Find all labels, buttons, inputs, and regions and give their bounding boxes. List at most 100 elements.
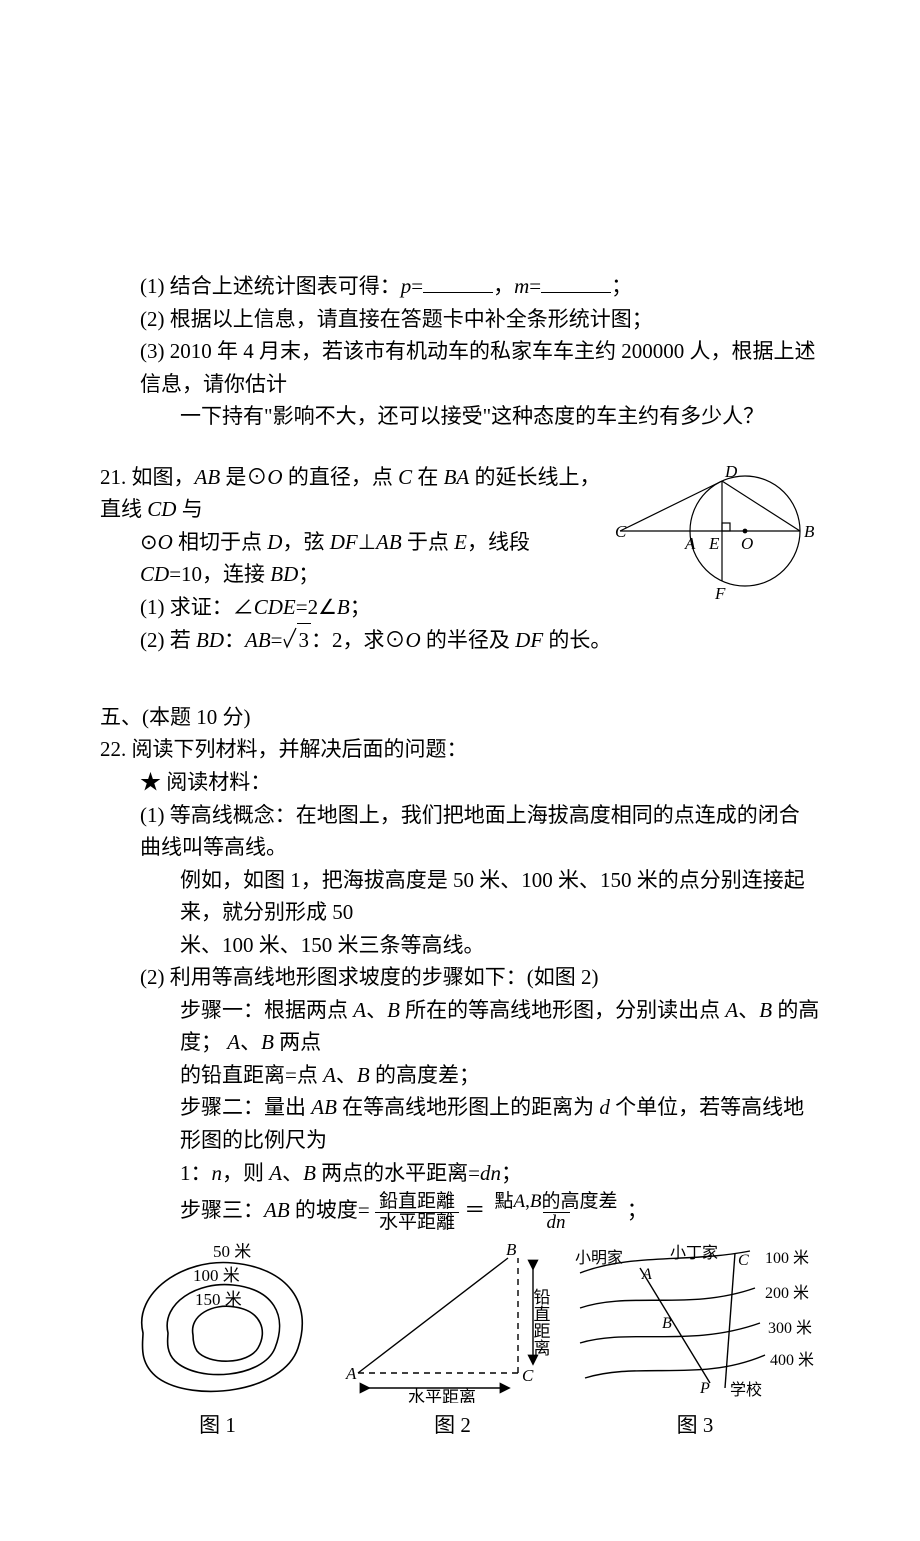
t: =10，连接: [169, 562, 270, 586]
t: ，: [493, 274, 514, 298]
t: 步骤二：量出: [180, 1095, 311, 1119]
d: d: [599, 1095, 610, 1119]
eq: ＝: [464, 1198, 485, 1222]
BD: BD: [270, 562, 298, 586]
AB: AB: [195, 465, 221, 489]
AB: AB: [311, 1095, 337, 1119]
O: O: [406, 628, 421, 652]
t: ：2，求⊙: [311, 628, 406, 652]
AB: AB: [245, 628, 271, 652]
contour-diagram: 50 米 100 米 150 米: [113, 1243, 323, 1403]
q22-p1c: 米、100 米、150 米三条等高线。: [100, 929, 820, 962]
BA: BA: [444, 465, 470, 489]
fig1: 50 米 100 米 150 米 图 1: [100, 1243, 335, 1442]
AB: AB: [264, 1198, 290, 1222]
B: B: [337, 595, 350, 619]
t: 是⊙: [220, 465, 267, 489]
A: A: [269, 1161, 282, 1185]
fraction-2: 點A,B的高度差 dn: [491, 1192, 622, 1233]
lbl-100: 100 米: [193, 1266, 240, 1285]
A: A: [725, 998, 738, 1022]
t: 、: [240, 1030, 261, 1054]
t: (1) 结合上述统计图表可得：: [140, 274, 401, 298]
q22-p1: (1) 等高线概念：在地图上，我们把地面上海拔高度相同的点连成的闭合曲线叫等高线…: [100, 799, 820, 864]
BD: BD: [196, 628, 224, 652]
t: 的高度差: [542, 1191, 618, 1212]
m: m: [514, 274, 529, 298]
lbl-A: A: [684, 534, 696, 553]
t: ：: [224, 628, 245, 652]
t: 所在的等高线地形图，分别读出点: [400, 998, 726, 1022]
lbl-O: O: [741, 534, 753, 553]
q22-s3: 步骤三：AB 的坡度= 鉛直距離 水平距離 ＝ 點A,B的高度差 dn ；: [100, 1189, 820, 1233]
t: 步骤三：: [180, 1198, 264, 1222]
q22-p2: (2) 利用等高线地形图求坡度的步骤如下：(如图 2): [100, 961, 820, 994]
fig3: 小明家 小丁家 A C B P 学校 100 米 200 米 300 米 400…: [570, 1243, 820, 1442]
t: 21. 如图，: [100, 465, 195, 489]
slope-diagram: B A C 水平距离 铅直距离: [338, 1243, 568, 1403]
lbl-C: C: [738, 1252, 749, 1269]
B: B: [303, 1161, 316, 1185]
q20-l3: (3) 2010 年 4 月末，若该市有机动车的私家车车主约 200000 人，…: [100, 335, 820, 400]
q22-head: 22. 阅读下列材料，并解决后面的问题：: [100, 733, 820, 766]
lbl-200: 200 米: [765, 1284, 809, 1302]
A: A: [227, 1030, 240, 1054]
dn: dn: [480, 1161, 501, 1185]
q21: C A E O B D F 21. 如图，AB 是⊙O 的直径，点 C 在 BA…: [100, 461, 820, 659]
lbl-300: 300 米: [768, 1319, 812, 1337]
blank-m[interactable]: [541, 271, 611, 293]
num: 點A,B的高度差: [491, 1192, 622, 1212]
B: B: [261, 1030, 274, 1054]
t: 、: [336, 1063, 357, 1087]
t: ；: [350, 595, 371, 619]
t: (1) 求证：∠: [140, 595, 254, 619]
DF: DF: [515, 628, 543, 652]
lbl-C: C: [615, 522, 627, 541]
sqrt-icon: [283, 626, 297, 659]
t: 于点: [402, 530, 455, 554]
A: A: [353, 998, 366, 1022]
B: B: [357, 1063, 370, 1087]
num: 鉛直距離: [375, 1192, 459, 1212]
q22-p1b: 例如，如图 1，把海拔高度是 50 米、100 米、150 米的点分别连接起来，…: [100, 864, 820, 929]
lbl-P: P: [699, 1380, 710, 1397]
lbl-B: B: [662, 1315, 672, 1332]
caption: 图 1: [199, 1409, 236, 1442]
CD: CD: [147, 497, 176, 521]
C: C: [398, 465, 412, 489]
t: =: [411, 274, 423, 298]
q20-l4: 一下持有"影响不大，还可以接受"这种态度的车主约有多少人？: [100, 400, 820, 433]
contour-map-diagram: 小明家 小丁家 A C B P 学校 100 米 200 米 300 米 400…: [570, 1243, 820, 1403]
circle-diagram: C A E O B D F: [615, 461, 820, 611]
t: (2) 若: [140, 628, 196, 652]
t: 、: [282, 1161, 303, 1185]
lbl-A: A: [641, 1266, 652, 1283]
q22-s1b: 的铅直距离=点 A、B 的高度差；: [100, 1059, 820, 1092]
t: ；: [298, 562, 319, 586]
t: ；: [611, 274, 632, 298]
blank-p[interactable]: [423, 271, 493, 293]
t: 的半径及: [421, 628, 516, 652]
O: O: [267, 465, 282, 489]
lbl-E: E: [708, 534, 720, 553]
sqrt3: 3: [297, 623, 312, 657]
lbl-h: 水平距离: [408, 1388, 476, 1403]
content: (1) 结合上述统计图表可得：p=，m=； (2) 根据以上信息，请直接在答题卡…: [100, 270, 820, 1441]
O: O: [158, 530, 173, 554]
B: B: [387, 998, 400, 1022]
D: D: [267, 530, 282, 554]
fraction-1: 鉛直距離 水平距離: [375, 1192, 459, 1233]
t: =: [271, 628, 283, 652]
t: 在等高线地形图上的距离为: [337, 1095, 600, 1119]
t: ⊙: [140, 530, 158, 554]
q22-s1: 步骤一：根据两点 A、B 所在的等高线地形图，分别读出点 A、B 的高度； A、…: [100, 994, 820, 1059]
t: 的直径，点: [283, 465, 399, 489]
den: dn: [543, 1212, 570, 1233]
t: ；: [501, 1161, 522, 1185]
E: E: [454, 530, 467, 554]
lbl-v: 铅直距离: [530, 1288, 550, 1357]
lbl-150: 150 米: [195, 1290, 242, 1309]
t: ，弦: [282, 530, 329, 554]
t: 1：: [180, 1161, 212, 1185]
lbl-xm: 小明家: [575, 1249, 623, 1267]
